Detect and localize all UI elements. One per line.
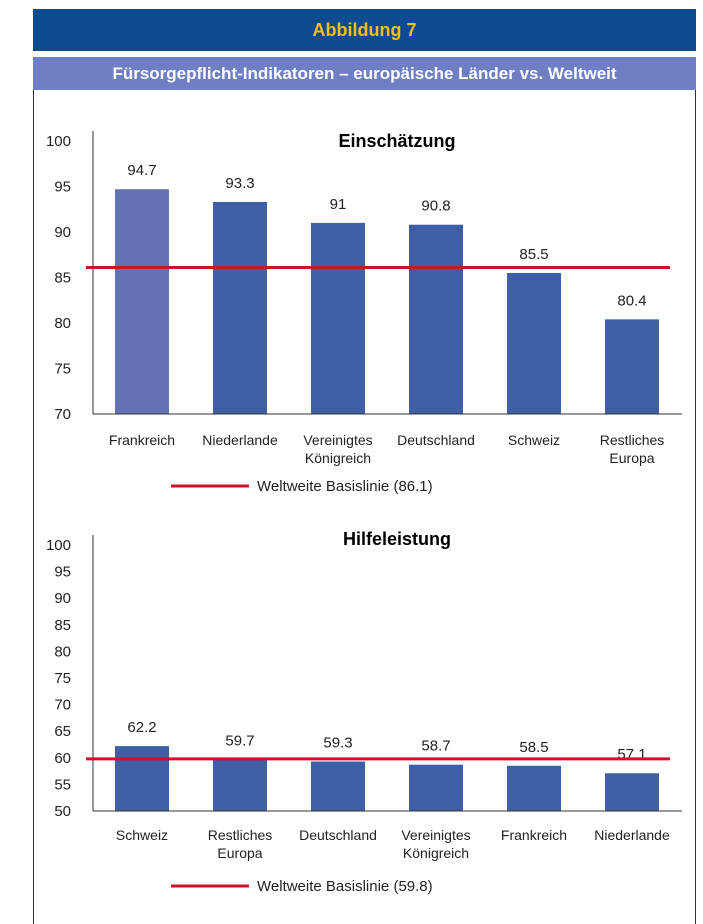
y-tick-label: 80: [54, 643, 71, 660]
bar: [507, 765, 561, 811]
data-label: 93.3: [225, 175, 254, 192]
data-label: 58.5: [519, 739, 548, 756]
x-tick-label: Europa: [609, 450, 654, 466]
data-label: 58.7: [421, 738, 450, 755]
bar: [213, 759, 267, 811]
chart-panel-hilfeleistung: Hilfeleistung 50 55 60 65 70 75 80 85 90 95 100 62.2…: [33, 507, 696, 924]
chart-title: Einschätzung: [338, 131, 455, 151]
legend-label: Weltweite Basislinie (59.8): [257, 878, 433, 895]
x-tick-label: Vereinigtes: [401, 827, 470, 843]
y-tick-label: 60: [54, 750, 71, 767]
bar: [605, 319, 659, 414]
data-label: 59.3: [323, 735, 352, 752]
x-tick-label: Schweiz: [116, 827, 168, 843]
x-tick-label: Frankreich: [501, 827, 567, 843]
x-tick-label: Niederlande: [202, 432, 278, 448]
bar: [115, 746, 169, 811]
y-tick-label: 80: [54, 315, 71, 332]
y-tick-label: 95: [54, 179, 71, 196]
bar: [311, 222, 365, 414]
bar: [213, 201, 267, 414]
x-tick-label: Deutschland: [299, 827, 377, 843]
y-tick-label: 100: [46, 133, 71, 150]
bar: [605, 773, 659, 811]
x-tick-label: Königreich: [403, 845, 469, 861]
y-tick-label: 100: [46, 537, 71, 554]
y-tick-label: 70: [54, 697, 71, 714]
data-label: 62.2: [127, 719, 156, 736]
data-label: 90.8: [421, 198, 450, 215]
figure-title-bar: Fürsorgepflicht-Indikatoren – europäisch…: [33, 57, 696, 90]
x-tick-label: Niederlande: [594, 827, 670, 843]
y-tick-label: 85: [54, 617, 71, 634]
y-tick-label: 75: [54, 361, 71, 378]
data-label: 94.7: [127, 162, 156, 179]
data-label: 59.7: [225, 732, 254, 749]
y-tick-label: 55: [54, 776, 71, 793]
data-label: 57.1: [617, 746, 646, 763]
x-tick-label: Schweiz: [508, 432, 560, 448]
chart-panel-einschaetzung: Einschätzung 70 75 80 85 90 95 100 94.7 Frankreic…: [33, 90, 696, 508]
x-tick-label: Vereinigtes: [303, 432, 372, 448]
figure-label-bar: Abbildung 7: [33, 9, 696, 51]
data-label: 91: [330, 196, 347, 213]
x-tick-label: Europa: [217, 845, 262, 861]
y-tick-label: 90: [54, 224, 71, 241]
bar: [409, 224, 463, 414]
chart-title: Hilfeleistung: [343, 529, 451, 549]
hilfeleistung-chart: Hilfeleistung 50 55 60 65 70 75 80 85 90 95 100 62.2…: [46, 529, 682, 895]
legend-label: Weltweite Basislinie (86.1): [257, 478, 433, 495]
figure: Abbildung 7 Fürsorgepflicht-Indikatoren …: [33, 9, 696, 924]
x-tick-label: Restliches: [600, 432, 665, 448]
y-tick-label: 90: [54, 590, 71, 607]
x-tick-label: Deutschland: [397, 432, 475, 448]
y-tick-label: 65: [54, 723, 71, 740]
y-tick-label: 75: [54, 670, 71, 687]
x-tick-label: Frankreich: [109, 432, 175, 448]
y-tick-label: 70: [54, 406, 71, 423]
bar: [409, 764, 463, 811]
bar: [311, 761, 365, 811]
bar: [115, 189, 169, 414]
y-tick-label: 50: [54, 803, 71, 820]
figure-label: Abbildung 7: [312, 19, 417, 40]
y-tick-label: 85: [54, 270, 71, 287]
einschaetzung-chart: Einschätzung 70 75 80 85 90 95 100 94.7 Frankreic…: [46, 131, 682, 495]
x-tick-label: Königreich: [305, 450, 371, 466]
data-label: 80.4: [617, 292, 646, 309]
y-tick-label: 95: [54, 564, 71, 581]
x-tick-label: Restliches: [208, 827, 273, 843]
figure-title: Fürsorgepflicht-Indikatoren – europäisch…: [112, 63, 617, 83]
bar: [507, 272, 561, 414]
data-label: 85.5: [519, 246, 548, 263]
